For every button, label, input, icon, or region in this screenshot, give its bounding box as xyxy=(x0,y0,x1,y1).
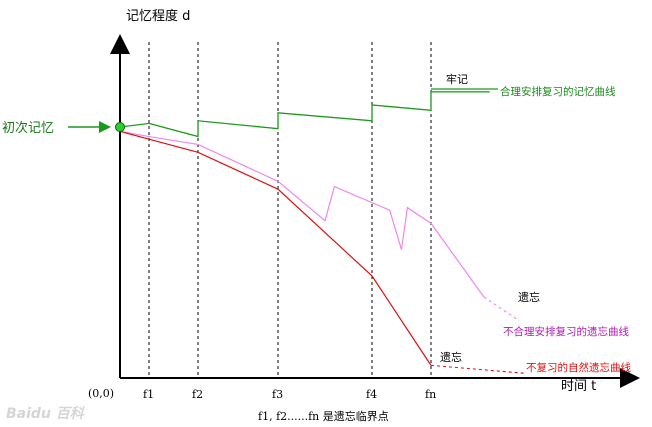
baidu-watermark: Baidu 百科 xyxy=(6,405,86,422)
svg-text:Baidu 百科: Baidu 百科 xyxy=(6,405,86,422)
review-curve xyxy=(148,91,490,138)
forget-label-red: 遗忘 xyxy=(440,350,462,364)
x-axis-label: 时间 t xyxy=(561,379,596,394)
tick-label-fn: fn xyxy=(425,388,436,401)
origin-label: (0,0) xyxy=(88,387,114,400)
remember-label: 牢记 xyxy=(446,72,468,86)
legend-green: 合理安排复习的记忆曲线 xyxy=(500,85,616,98)
curves xyxy=(119,88,526,374)
tick-label-f1: f1 xyxy=(143,388,154,401)
first-memory-point xyxy=(115,122,125,132)
forget-label-pink: 遗忘 xyxy=(518,290,540,304)
legend-red: 不复习的自然遗忘曲线 xyxy=(526,361,631,374)
first-memory-label: 初次记忆 xyxy=(2,120,54,136)
improper-review-curve xyxy=(119,130,485,298)
footnote: f1, f2......fn 是遗忘临界点 xyxy=(258,409,389,423)
natural-forget-curve xyxy=(119,130,432,366)
natural-forget-curve-tail xyxy=(430,364,526,374)
legend-pink: 不合理安排复习的遗忘曲线 xyxy=(503,325,629,338)
tick-label-f2: f2 xyxy=(192,388,203,401)
tick-label-f3: f3 xyxy=(272,388,283,401)
x-tick-labels: f1 f2 f3 f4 fn xyxy=(143,388,436,401)
y-axis-label: 记忆程度 d xyxy=(126,8,190,24)
tick-label-f4: f4 xyxy=(366,388,377,401)
improper-review-curve-tail xyxy=(483,296,520,322)
